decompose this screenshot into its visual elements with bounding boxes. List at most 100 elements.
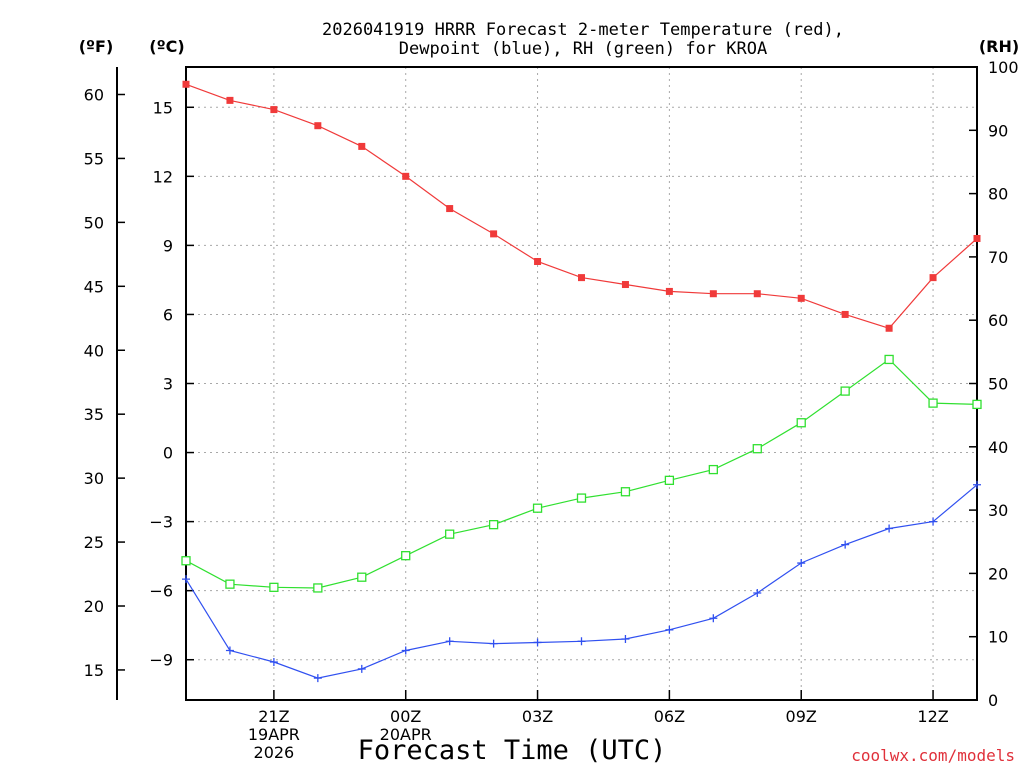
celsius-tick-label: −9 <box>149 651 173 670</box>
rh-point <box>884 354 894 365</box>
dewpoint-point <box>489 639 498 648</box>
temperature-point <box>402 172 410 180</box>
rh-point <box>313 583 323 593</box>
rh-point <box>357 572 367 582</box>
x-tick-label: 2026 <box>254 743 295 762</box>
temperature-point <box>226 96 234 104</box>
x-axis-label: Forecast Time (UTC) <box>358 735 667 766</box>
rh-unit-label: (RH) <box>979 37 1019 56</box>
rh-tick-label: 20 <box>988 564 1008 583</box>
temperature-point <box>358 142 366 150</box>
fahrenheit-tick-label: 55 <box>84 149 104 168</box>
temperature-point <box>314 122 322 130</box>
rh-point <box>796 418 806 428</box>
fahrenheit-tick-label: 40 <box>84 341 104 360</box>
temperature-point <box>973 234 981 242</box>
dewpoint-point <box>313 674 322 683</box>
celsius-tick-label: −3 <box>149 513 173 532</box>
celsius-unit-label: (ºC) <box>149 37 184 56</box>
fahrenheit-tick-label: 25 <box>84 533 104 552</box>
dewpoint-point <box>665 625 674 634</box>
celsius-tick-label: 0 <box>163 444 173 463</box>
dewpoint-series-line <box>185 484 978 679</box>
rh-point <box>488 520 499 530</box>
rh-point <box>752 444 762 454</box>
dewpoint-point <box>841 540 850 549</box>
chart-title-line-1: 2026041919 HRRR Forecast 2-meter Tempera… <box>322 20 844 40</box>
rh-point <box>401 551 411 561</box>
x-tick-label: 00Z <box>390 707 421 726</box>
rh-tick-label: 40 <box>988 438 1008 457</box>
rh-point <box>269 582 279 592</box>
celsius-tick-label: 12 <box>153 167 173 186</box>
grid-lines <box>186 67 977 700</box>
rh-point <box>225 579 235 589</box>
rh-point <box>928 398 938 408</box>
celsius-tick-label: 3 <box>163 375 173 394</box>
series <box>181 80 982 683</box>
chart-title-line-2: Dewpoint (blue), RH (green) for KROA <box>399 39 767 59</box>
fahrenheit-tick-label: 15 <box>84 661 104 680</box>
dewpoint-point <box>357 664 366 673</box>
temperature-point <box>841 310 849 318</box>
x-tick-label: 06Z <box>654 707 685 726</box>
source-credit: coolwx.com/models <box>851 746 1015 765</box>
rh-tick-label: 80 <box>988 185 1008 204</box>
temperature-point <box>929 274 937 282</box>
fahrenheit-tick-label: 35 <box>84 405 104 424</box>
rh-series-line <box>185 358 978 589</box>
celsius-tick-label: 9 <box>163 236 173 255</box>
fahrenheit-tick-label: 20 <box>84 597 104 616</box>
temperature-point <box>182 80 190 88</box>
dewpoint-point <box>973 480 981 489</box>
rh-tick-label: 70 <box>988 248 1008 267</box>
x-tick-label: 21Z <box>258 707 289 726</box>
temperature-point <box>709 290 717 298</box>
dewpoint-point <box>709 614 718 623</box>
rh-tick-label: 90 <box>988 121 1008 140</box>
temperature-point <box>885 324 893 332</box>
rh-tick-label: 0 <box>988 691 998 710</box>
rh-point <box>664 475 675 485</box>
dewpoint-point <box>401 646 410 655</box>
rh-point <box>576 493 587 503</box>
dewpoint-point <box>929 517 938 526</box>
x-tick-label: 03Z <box>522 707 553 726</box>
rh-tick-label: 100 <box>988 58 1019 77</box>
dewpoint-point <box>182 575 190 584</box>
rh-tick-label: 10 <box>988 628 1008 647</box>
rh-tick-label: 60 <box>988 311 1008 330</box>
fahrenheit-unit-label: (ºF) <box>79 37 114 56</box>
dewpoint-point <box>885 524 894 533</box>
temperature-point <box>753 290 761 298</box>
dewpoint-point <box>797 559 806 568</box>
dewpoint-point <box>225 646 234 655</box>
rh-tick-label: 30 <box>988 501 1008 520</box>
temperature-point <box>270 106 278 114</box>
temperature-point <box>797 294 805 302</box>
rh-point <box>181 556 191 566</box>
x-tick-label: 09Z <box>786 707 817 726</box>
dewpoint-point <box>753 588 762 597</box>
temperature-point <box>534 258 542 266</box>
rh-point <box>445 529 455 539</box>
rh-tick-label: 50 <box>988 375 1008 394</box>
temperature-series-line <box>185 83 978 329</box>
rh-point <box>708 464 718 475</box>
dewpoint-point <box>577 637 586 646</box>
fahrenheit-tick-label: 60 <box>84 85 104 104</box>
fahrenheit-tick-label: 45 <box>84 277 104 296</box>
dewpoint-point <box>445 637 454 646</box>
rh-point <box>532 503 543 513</box>
dewpoint-point <box>269 658 278 667</box>
rh-point <box>620 487 631 497</box>
fahrenheit-tick-label: 30 <box>84 469 104 488</box>
temperature-point <box>578 274 585 282</box>
temperature-point <box>665 287 673 295</box>
celsius-tick-label: 6 <box>163 305 173 324</box>
temperature-point <box>621 281 629 289</box>
rh-point <box>972 399 982 410</box>
x-tick-label: 20APR <box>380 725 432 744</box>
